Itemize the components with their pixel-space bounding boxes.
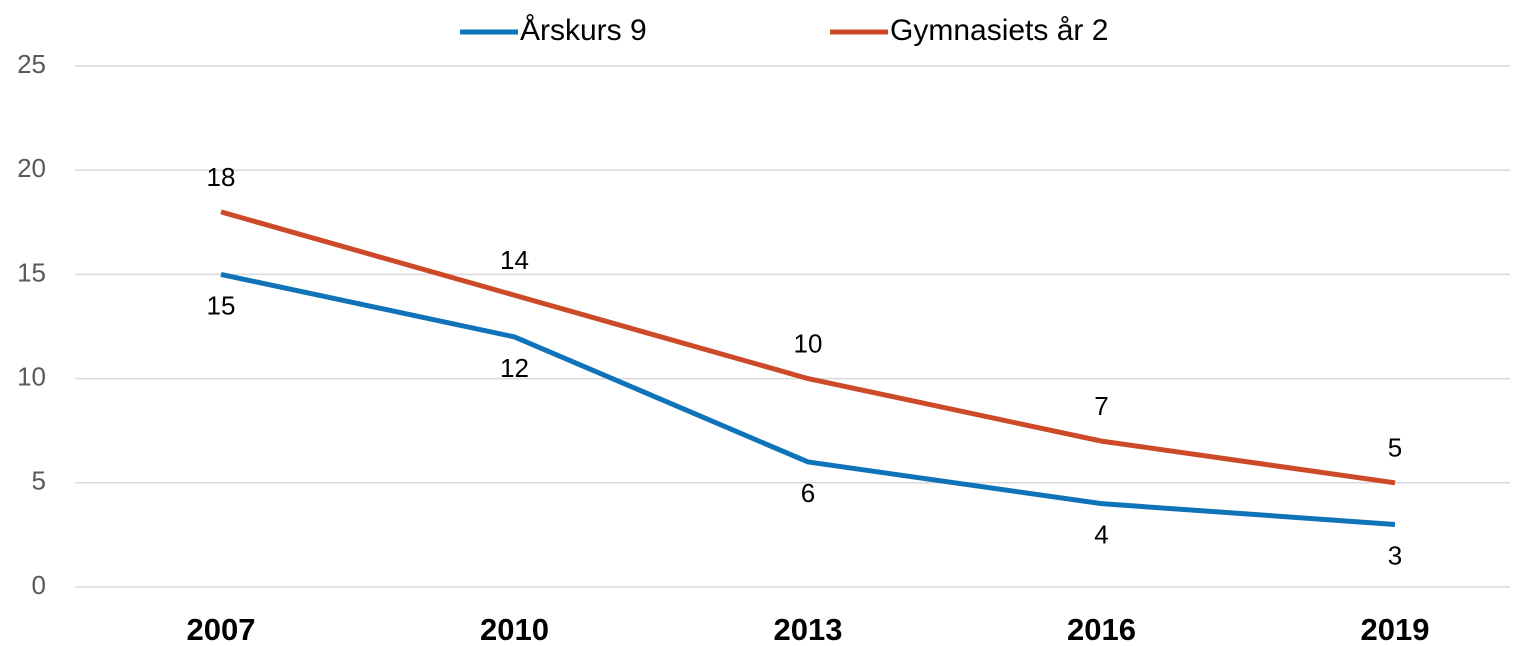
y-tick-label: 15 [17,257,46,287]
data-label: 3 [1388,540,1402,570]
data-label: 4 [1094,520,1108,550]
x-tick-label: 2019 [1361,612,1430,646]
data-label: 18 [207,162,236,192]
legend-label: Gymnasiets år 2 [890,14,1108,47]
x-tick-label: 2010 [480,612,549,646]
data-label: 14 [500,245,529,275]
x-tick-label: 2013 [774,612,843,646]
y-tick-label: 10 [17,361,46,391]
data-label: 6 [801,478,815,508]
data-label: 10 [794,328,823,358]
data-label: 5 [1388,433,1402,463]
data-label: 12 [500,353,529,383]
data-label: 7 [1094,391,1108,421]
y-tick-label: 20 [17,153,46,183]
y-tick-label: 5 [32,466,46,496]
x-tick-label: 2016 [1067,612,1136,646]
y-tick-label: 25 [17,49,46,79]
y-tick-label: 0 [32,570,46,600]
data-label: 15 [207,290,236,320]
x-tick-label: 2007 [187,612,256,646]
series-line [220,271,1396,527]
series-line [220,209,1396,486]
legend-label: Årskurs 9 [520,14,647,47]
